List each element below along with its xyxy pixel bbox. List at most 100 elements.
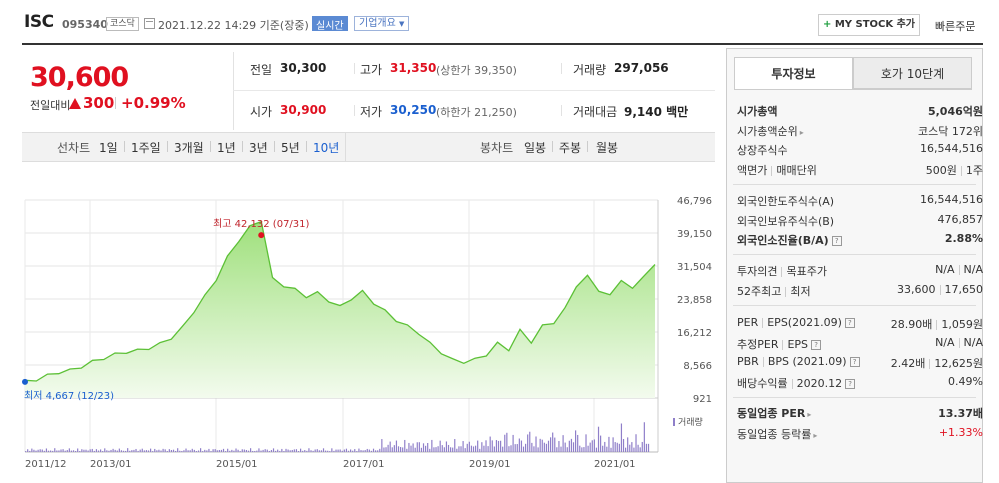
help-icon[interactable]: ? <box>845 378 856 389</box>
upper-limit: (상한가 39,350) <box>436 64 517 77</box>
tab-weekly[interactable]: 주봉 <box>559 141 582 155</box>
volume-bar <box>522 446 525 452</box>
volume-bar <box>258 448 260 452</box>
tab-investment-info[interactable]: 투자정보 <box>734 57 853 89</box>
realtime-button[interactable]: 실시간 <box>312 16 348 32</box>
volume-bar <box>633 447 635 452</box>
volume-bar <box>647 443 650 452</box>
volume-bar <box>475 445 477 452</box>
volume-bar <box>554 437 556 452</box>
volume-bar <box>125 450 127 452</box>
tab-3y[interactable]: 3년 <box>249 141 268 155</box>
volume-bar <box>162 448 164 452</box>
volume-bar <box>512 434 514 452</box>
volume-bar <box>172 449 175 452</box>
info-label-text: PBR <box>737 355 759 368</box>
info-label-text: 목표주가 <box>786 265 827 278</box>
info-value-text: 500원 <box>925 163 957 177</box>
info-value-text: 0.49% <box>948 374 983 388</box>
volume-bar <box>314 449 316 452</box>
help-icon[interactable]: ? <box>849 357 860 367</box>
add-mystock-button[interactable]: + MY STOCK 추가 <box>818 14 920 36</box>
info-value: 476,857 <box>938 213 984 226</box>
volume-bar <box>481 442 483 452</box>
volume-bar <box>454 439 456 452</box>
tab-monthly[interactable]: 월봉 <box>596 141 619 155</box>
volume-bar <box>95 449 98 452</box>
volume-bar <box>495 440 498 452</box>
volume-bar <box>347 450 350 452</box>
tab-daily[interactable]: 일봉 <box>524 141 547 155</box>
info-label-text: 시가총액순위 <box>737 124 798 138</box>
info-value: 5,046억원 <box>928 103 983 119</box>
volume-bar <box>389 441 391 452</box>
volume-bar <box>275 450 277 452</box>
divider <box>354 105 355 116</box>
low-value: 30,250 <box>390 103 437 117</box>
tab-1w[interactable]: 1주일 <box>131 141 161 155</box>
volume-bar <box>502 446 504 452</box>
help-icon[interactable]: ? <box>811 339 822 350</box>
chevron-right-icon[interactable]: ▸ <box>813 430 818 440</box>
chevron-right-icon[interactable]: ▸ <box>799 127 804 137</box>
divider <box>929 359 931 369</box>
volume-bar <box>83 449 85 452</box>
y-tick-label: 46,796 <box>677 196 712 207</box>
volume-bar <box>141 448 143 452</box>
volume-bar <box>72 450 75 452</box>
current-price: 30,600 <box>30 62 129 93</box>
lower-limit: (하한가 21,250) <box>436 106 517 119</box>
volume-bar <box>452 447 454 452</box>
divider <box>771 165 773 176</box>
divider <box>552 141 553 152</box>
volume-bar <box>639 447 641 452</box>
volume-bar <box>208 448 210 452</box>
volume-bar <box>245 449 248 452</box>
tab-1d[interactable]: 1일 <box>99 141 118 155</box>
info-label: 외국인보유주식수(B) <box>737 213 834 229</box>
plus-icon: + <box>822 19 832 30</box>
volume-bar <box>81 449 83 452</box>
quick-order-link[interactable]: 빠른주문 <box>935 20 976 33</box>
volume-bar <box>620 423 623 452</box>
volume-bar <box>277 449 279 452</box>
info-value: +1.33% <box>939 426 983 439</box>
volume-bar <box>589 442 591 452</box>
tab-10y[interactable]: 10년 <box>313 141 340 155</box>
info-label-text: 외국인보유주식수(B) <box>737 214 835 228</box>
x-tick-label: 2011/12 <box>25 459 67 470</box>
volume-bar <box>410 445 412 452</box>
help-icon[interactable]: ? <box>844 318 855 328</box>
chevron-right-icon[interactable]: ▸ <box>807 410 812 419</box>
info-value-text: 12,625원 <box>934 357 983 370</box>
tab-1y[interactable]: 1년 <box>217 141 236 155</box>
volume-bar <box>360 450 362 452</box>
help-icon[interactable]: ? <box>831 236 842 246</box>
volume-bar <box>404 439 406 452</box>
volume-bar <box>68 448 70 452</box>
divider <box>561 63 562 74</box>
info-label-text: 외국인소진율(B/A) <box>737 234 829 247</box>
company-overview-button[interactable]: 기업개요 ▼ <box>354 16 410 31</box>
price-line <box>24 220 656 382</box>
info-label-text: 외국인한도주식수(A) <box>737 195 835 208</box>
volume-bar <box>350 449 352 452</box>
volume-bar <box>625 447 627 452</box>
volume-bar <box>64 450 66 452</box>
y-tick-label: 921 <box>693 394 712 405</box>
tab-5y[interactable]: 5년 <box>281 141 300 155</box>
divider <box>960 165 962 176</box>
volume-bar <box>320 450 323 452</box>
divider <box>734 89 972 90</box>
volume-bar <box>577 434 579 452</box>
chevron-down-icon: ▼ <box>399 20 405 28</box>
volume-bar <box>539 438 541 452</box>
volume-bar <box>464 448 466 452</box>
volume-bar <box>204 449 206 452</box>
volume-bar <box>581 447 583 452</box>
info-value-text: 1주 <box>965 163 983 177</box>
tab-order-book[interactable]: 호가 10단계 <box>853 57 972 89</box>
tab-3m[interactable]: 3개월 <box>174 141 204 155</box>
volume-bar <box>164 449 166 452</box>
divider <box>210 141 211 152</box>
